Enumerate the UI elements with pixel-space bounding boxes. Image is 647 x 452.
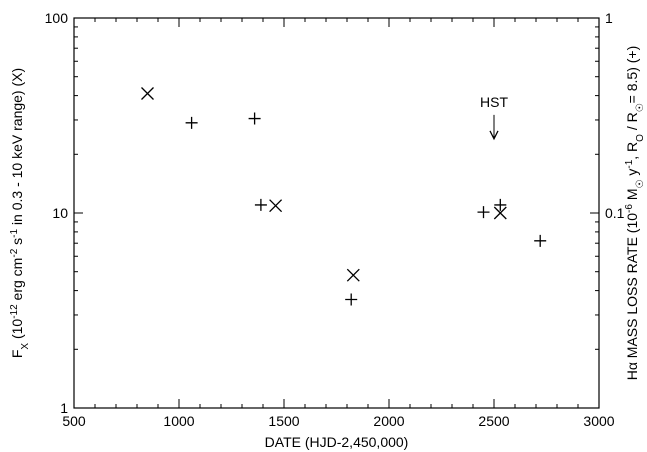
plus-marker-point <box>345 293 358 306</box>
x-axis-label: DATE (HJD-2,450,000) <box>265 434 409 450</box>
axis-ticks <box>73 17 600 409</box>
x-tick-label: 1000 <box>163 413 194 429</box>
y-right-tick-label: 0.1 <box>605 205 625 221</box>
x-marker-point <box>269 199 283 213</box>
plus-marker-point <box>185 116 198 129</box>
plot-frame <box>73 17 600 409</box>
plus-marker-point <box>248 112 261 125</box>
plus-marker-point <box>477 206 490 219</box>
x-tick-label: 2500 <box>478 413 509 429</box>
plus-marker-point <box>534 234 547 247</box>
y-left-tick-label: 1 <box>60 400 68 416</box>
x-marker-point <box>141 87 154 100</box>
x-tick-label: 3000 <box>583 413 614 429</box>
x-marker-point <box>493 206 507 220</box>
x-tick-label: 2000 <box>373 413 404 429</box>
x-marker-point <box>346 268 360 282</box>
data-marks <box>141 87 547 306</box>
hst-annotation-label: HST <box>480 94 508 110</box>
plus-marker-point <box>254 198 267 211</box>
y-left-tick-label: 10 <box>52 205 68 221</box>
y-left-tick-label: 100 <box>45 10 69 26</box>
x-tick-label: 1500 <box>268 413 299 429</box>
y-right-axis-label: Hα MASS LOSS RATE (10-6 M☉ y-1, RO / R☉=… <box>624 46 646 381</box>
x-tick-label: 500 <box>62 413 86 429</box>
y-left-axis-label: FX (10-12 erg cm-2 s-1 in 0.3 - 10 keV r… <box>9 68 31 358</box>
hst-arrow-head <box>489 130 499 141</box>
y-right-tick-label: 1 <box>605 10 613 26</box>
plus-marker-point <box>494 198 507 211</box>
chart-annotations: HST <box>480 94 508 141</box>
axis-tick-labels: 500 1000 1500 2000 2500 3000 1 10 100 0.1 1 <box>45 10 625 429</box>
